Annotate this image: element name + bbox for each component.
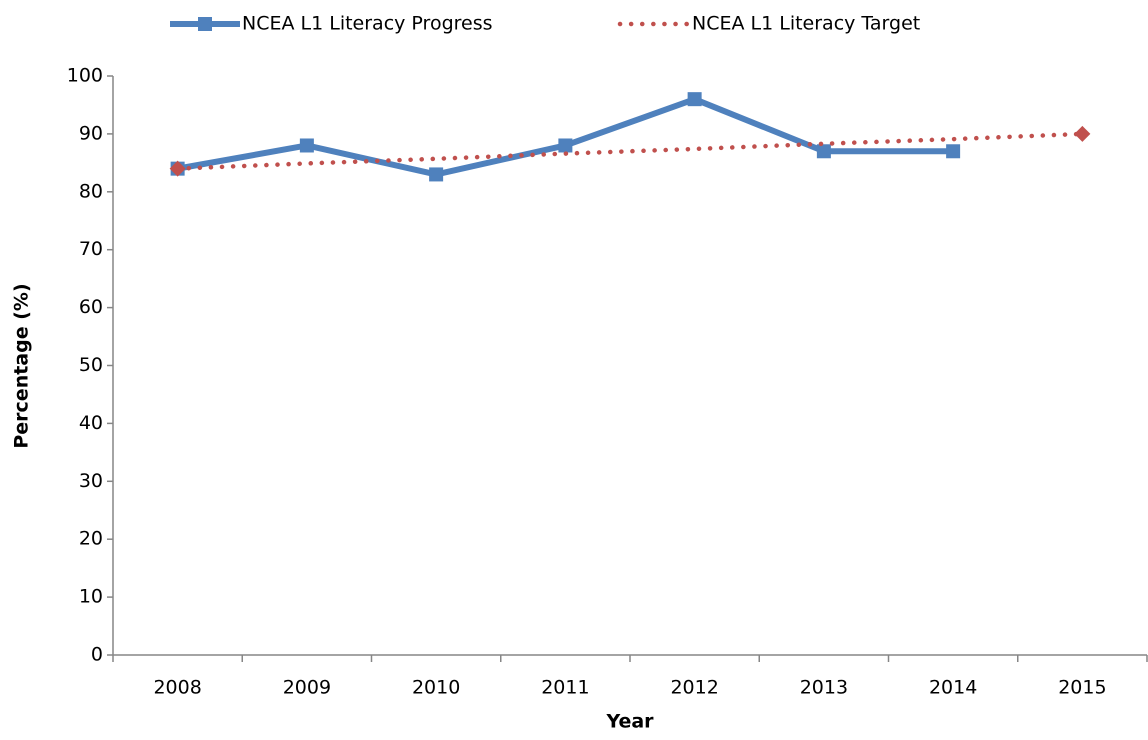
x-tick-label: 2009	[283, 677, 331, 699]
y-tick-label: 40	[79, 412, 103, 434]
y-tick-label: 10	[79, 586, 103, 608]
x-tick-label: 2008	[153, 677, 201, 699]
marker	[946, 144, 961, 159]
y-tick-label: 50	[79, 354, 103, 376]
y-tick-label: 0	[91, 644, 103, 666]
x-axis-label: Year	[605, 711, 654, 733]
marker	[169, 160, 186, 177]
y-tick-label: 90	[79, 122, 103, 144]
marker	[1074, 125, 1091, 142]
y-tick-label: 100	[67, 65, 103, 87]
x-tick-label: 2013	[800, 677, 848, 699]
series-line	[177, 96, 954, 178]
marker	[299, 138, 314, 153]
x-tick-label: 2012	[670, 677, 718, 699]
marker	[429, 167, 444, 182]
y-tick-label: 70	[79, 238, 103, 260]
x-tick-label: 2015	[1058, 677, 1106, 699]
x-tick-label: 2010	[412, 677, 460, 699]
series-line	[175, 131, 1085, 171]
y-tick-label: 30	[79, 470, 103, 492]
legend-marker	[198, 17, 212, 31]
y-tick-label: 60	[79, 296, 103, 318]
y-tick-label: 20	[79, 528, 103, 550]
legend-label: NCEA L1 Literacy Target	[692, 13, 920, 35]
x-tick-label: 2011	[541, 677, 589, 699]
x-tick-label: 2014	[929, 677, 977, 699]
marker	[558, 138, 573, 153]
legend-label: NCEA L1 Literacy Progress	[242, 13, 493, 35]
y-axis-label: Percentage (%)	[11, 283, 33, 448]
y-tick-label: 80	[79, 180, 103, 202]
marker	[687, 92, 702, 107]
marker	[816, 144, 831, 159]
